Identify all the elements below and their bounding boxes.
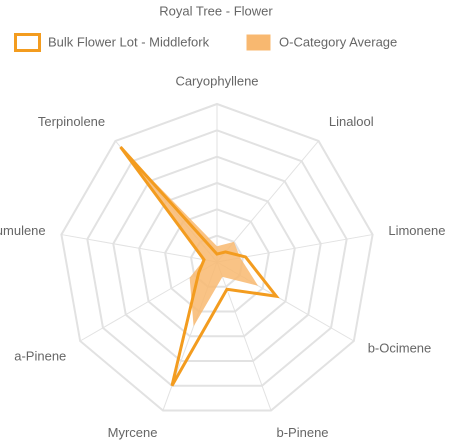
grid-ring <box>112 155 322 362</box>
grid-spoke <box>216 261 272 411</box>
legend-label: O-Category Average <box>279 34 397 49</box>
legend-swatch <box>14 33 41 52</box>
legend-label: Bulk Flower Lot - Middlefork <box>48 34 210 49</box>
chart-title: Royal Tree - Flower <box>159 3 273 18</box>
grid-ring <box>60 102 374 412</box>
axis-label: a-Pinene <box>14 348 66 363</box>
axis-label: Terpinolene <box>38 114 105 129</box>
grid-spoke <box>61 234 218 263</box>
legend-swatch <box>246 34 271 51</box>
axis-label: Humulene <box>0 223 46 238</box>
grid-ring <box>138 181 296 338</box>
axis-label: b-Pinene <box>277 425 329 440</box>
grid-ring <box>86 129 348 387</box>
axis-label: Caryophyllene <box>175 73 258 88</box>
series-line <box>119 146 280 387</box>
axis-label: Myrcene <box>108 425 158 440</box>
axis-label: Limonene <box>388 223 445 238</box>
grid-ring <box>164 208 270 313</box>
axis-label: b-Ocimene <box>368 340 432 355</box>
axis-label: Linalool <box>329 114 374 129</box>
